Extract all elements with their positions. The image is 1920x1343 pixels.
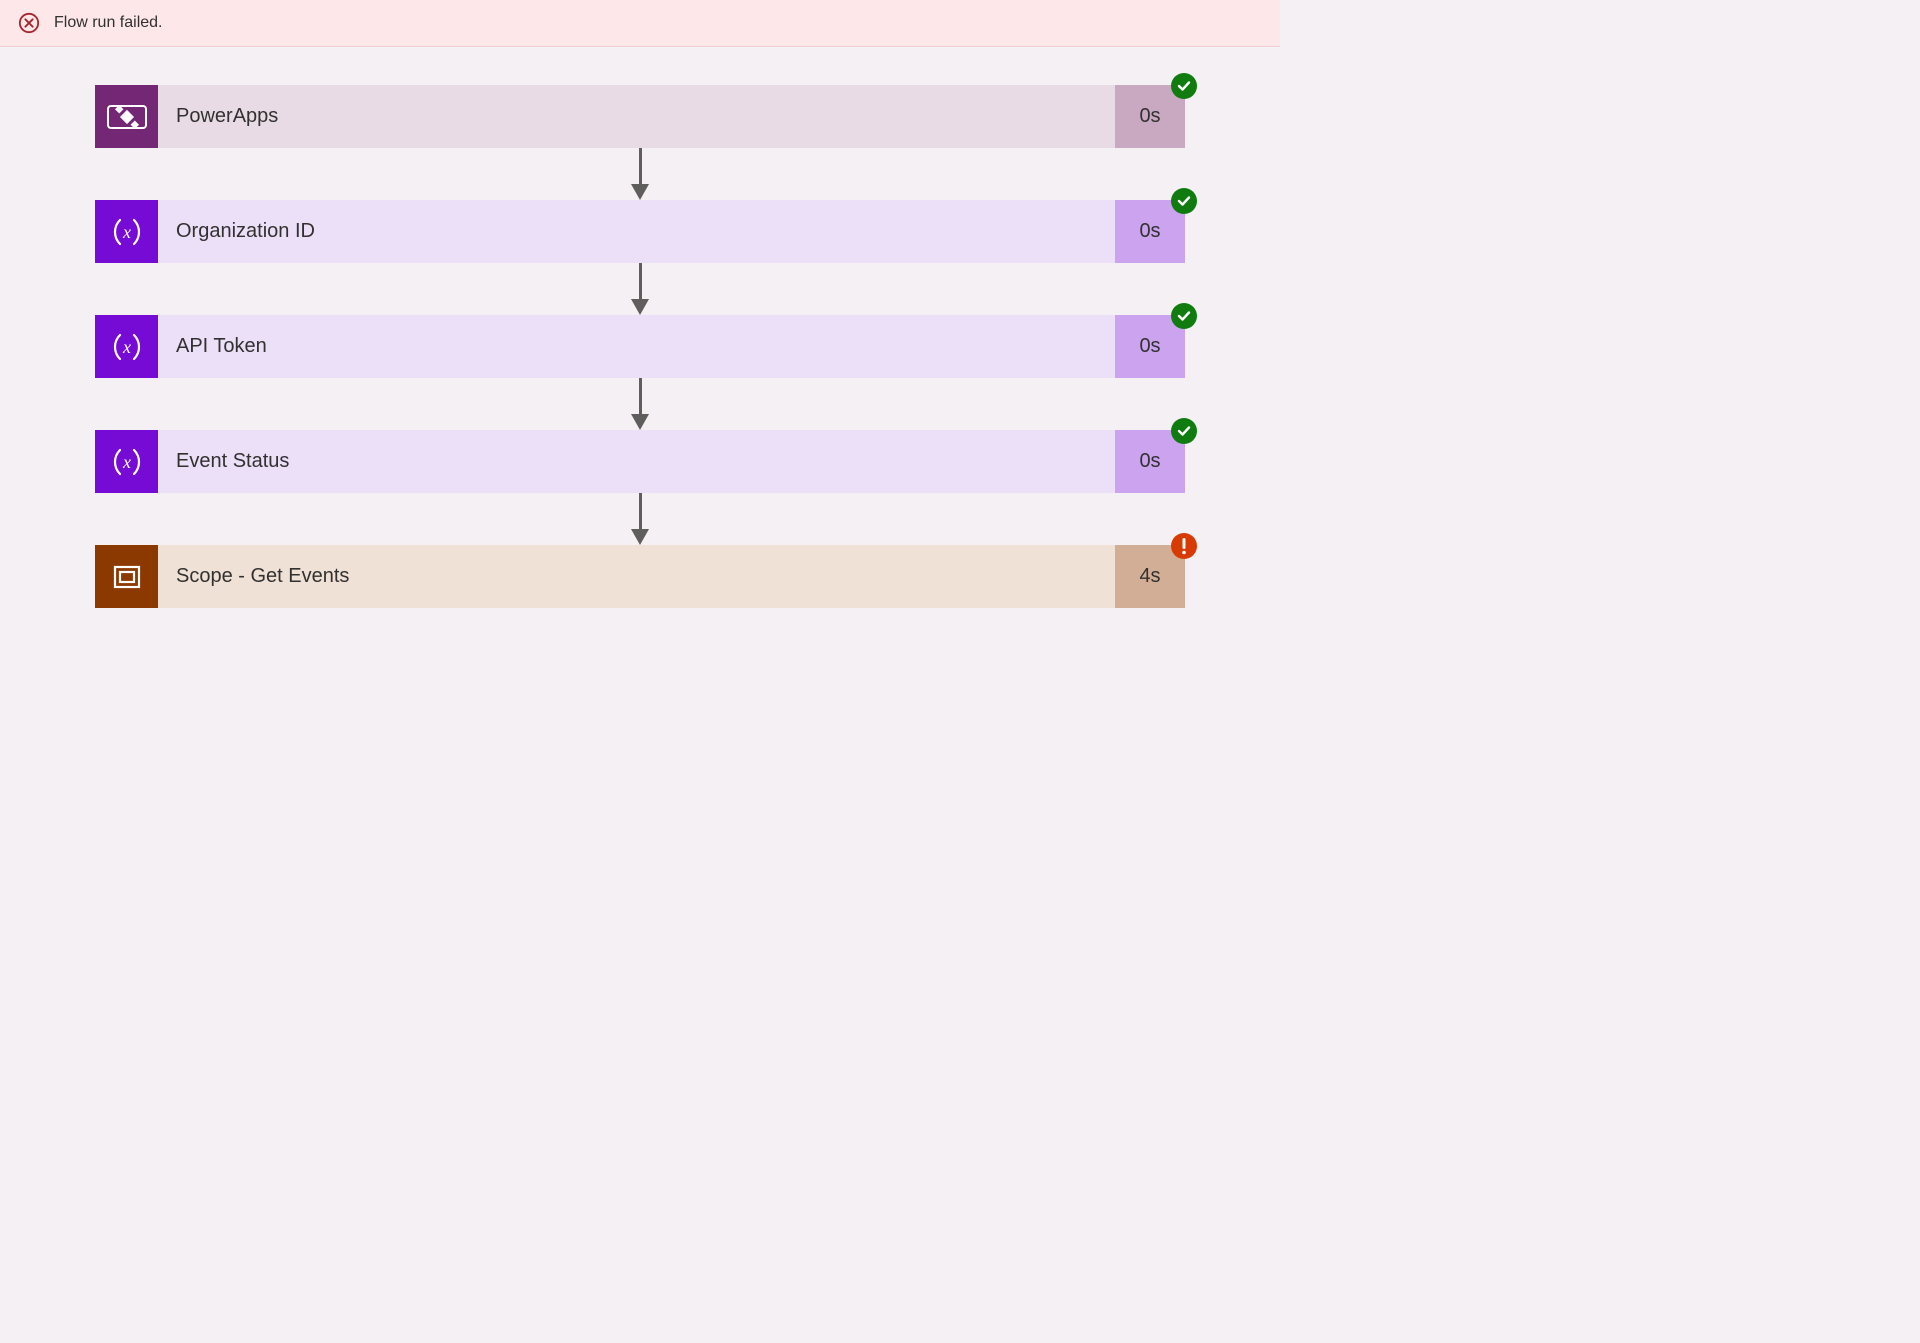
variable-icon: x	[95, 200, 158, 263]
step-label: PowerApps	[158, 85, 1115, 148]
svg-text:x: x	[122, 452, 131, 472]
status-success-icon	[1171, 188, 1197, 214]
arrow-down-icon	[631, 414, 649, 430]
svg-text:x: x	[122, 337, 131, 357]
flow-connector	[631, 148, 649, 200]
status-error-icon	[1171, 533, 1197, 559]
variable-icon: x	[95, 315, 158, 378]
status-success-icon	[1171, 303, 1197, 329]
scope-icon	[95, 545, 158, 608]
error-circle-x-icon	[18, 12, 40, 34]
arrow-down-icon	[631, 529, 649, 545]
flow-connector	[631, 378, 649, 430]
step-label: Event Status	[158, 430, 1115, 493]
error-banner: Flow run failed.	[0, 0, 1280, 47]
svg-text:x: x	[122, 222, 131, 242]
flow-step-scope-get-events[interactable]: Scope - Get Events 4s	[95, 545, 1185, 608]
status-success-icon	[1171, 73, 1197, 99]
flow-step-organization-id[interactable]: x Organization ID 0s	[95, 200, 1185, 263]
flow-step-powerapps[interactable]: PowerApps 0s	[95, 85, 1185, 148]
status-success-icon	[1171, 418, 1197, 444]
arrow-down-icon	[631, 184, 649, 200]
error-banner-text: Flow run failed.	[54, 14, 163, 32]
step-label: Scope - Get Events	[158, 545, 1115, 608]
flow-canvas: PowerApps 0s x Organization ID 0s	[0, 47, 1280, 608]
arrow-down-icon	[631, 299, 649, 315]
step-label: Organization ID	[158, 200, 1115, 263]
variable-icon: x	[95, 430, 158, 493]
flow-step-event-status[interactable]: x Event Status 0s	[95, 430, 1185, 493]
powerapps-icon	[95, 85, 158, 148]
step-label: API Token	[158, 315, 1115, 378]
flow-connector	[631, 493, 649, 545]
flow-step-api-token[interactable]: x API Token 0s	[95, 315, 1185, 378]
flow-connector	[631, 263, 649, 315]
